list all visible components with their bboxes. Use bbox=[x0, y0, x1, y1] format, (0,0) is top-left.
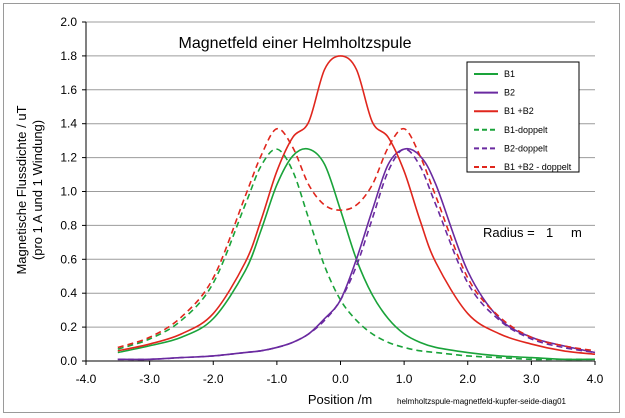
y-tick-label: 0.6 bbox=[60, 252, 77, 266]
x-tick-label: 2.0 bbox=[459, 372, 476, 386]
series-line-6 bbox=[117, 127, 596, 352]
x-tick-label: 1.0 bbox=[396, 372, 413, 386]
legend-label-6: B1 +B2 - doppelt bbox=[504, 162, 572, 172]
x-tick-label: 0.0 bbox=[332, 372, 349, 386]
series-line-3 bbox=[117, 55, 596, 356]
legend-label-4: B1-doppelt bbox=[504, 125, 548, 135]
x-tick-label: -4.0 bbox=[76, 372, 97, 386]
series-line-4 bbox=[117, 148, 595, 361]
radius-annotation-unit: m bbox=[571, 225, 582, 240]
chart-title: Magnetfeld einer Helmholtzspule bbox=[178, 35, 411, 52]
radius-annotation-label: Radius = bbox=[483, 225, 535, 240]
y-tick-label: 1.2 bbox=[60, 151, 77, 165]
legend-box bbox=[466, 61, 580, 173]
x-tick-label: -3.0 bbox=[139, 372, 160, 386]
radius-annotation-value: 1 bbox=[546, 225, 553, 240]
y-tick-label: 0.0 bbox=[60, 354, 77, 368]
y-tick-label: 0.8 bbox=[60, 218, 77, 232]
legend-label-2: B2 bbox=[504, 88, 515, 98]
y-axis-label-line1: Magnetische Flussdichte / uT bbox=[14, 105, 29, 274]
y-tick-label: 1.0 bbox=[60, 185, 77, 199]
footnote: helmholtzspule-magnetfeld-kupfer-seide-d… bbox=[397, 397, 567, 406]
y-tick-label: 1.8 bbox=[60, 49, 77, 63]
y-tick-label: 1.6 bbox=[60, 83, 77, 97]
y-tick-label: 0.4 bbox=[60, 286, 77, 300]
y-tick-label: 1.4 bbox=[60, 117, 77, 131]
x-tick-label: 4.0 bbox=[587, 372, 604, 386]
legend-label-1: B1 bbox=[504, 69, 515, 79]
legend: B1 B2 B1 +B2 B1-doppelt B2-doppelt B1 +B2 - d… bbox=[466, 61, 580, 173]
axes: 0.0 0.2 0.4 0.6 0.8 1.0 1.2 1.4 1.6 1.8 2.0 -4.0 -3.… bbox=[60, 15, 603, 386]
series-line-5 bbox=[117, 148, 596, 361]
x-axis-label: Position /m bbox=[308, 392, 372, 407]
legend-label-5: B2-doppelt bbox=[504, 143, 548, 153]
x-tick-label: -1.0 bbox=[267, 372, 288, 386]
series-line-1 bbox=[117, 147, 596, 361]
legend-label-3: B1 +B2 bbox=[504, 106, 534, 116]
series-line-2 bbox=[117, 147, 596, 361]
y-tick-label: 2.0 bbox=[60, 15, 77, 29]
x-tick-label: -2.0 bbox=[203, 372, 224, 386]
x-tick-label: 3.0 bbox=[523, 372, 540, 386]
series-group bbox=[117, 55, 596, 361]
y-tick-label: 0.2 bbox=[60, 320, 77, 334]
y-axis-label-line2: (pro 1 A und 1 Windung) bbox=[30, 120, 45, 260]
